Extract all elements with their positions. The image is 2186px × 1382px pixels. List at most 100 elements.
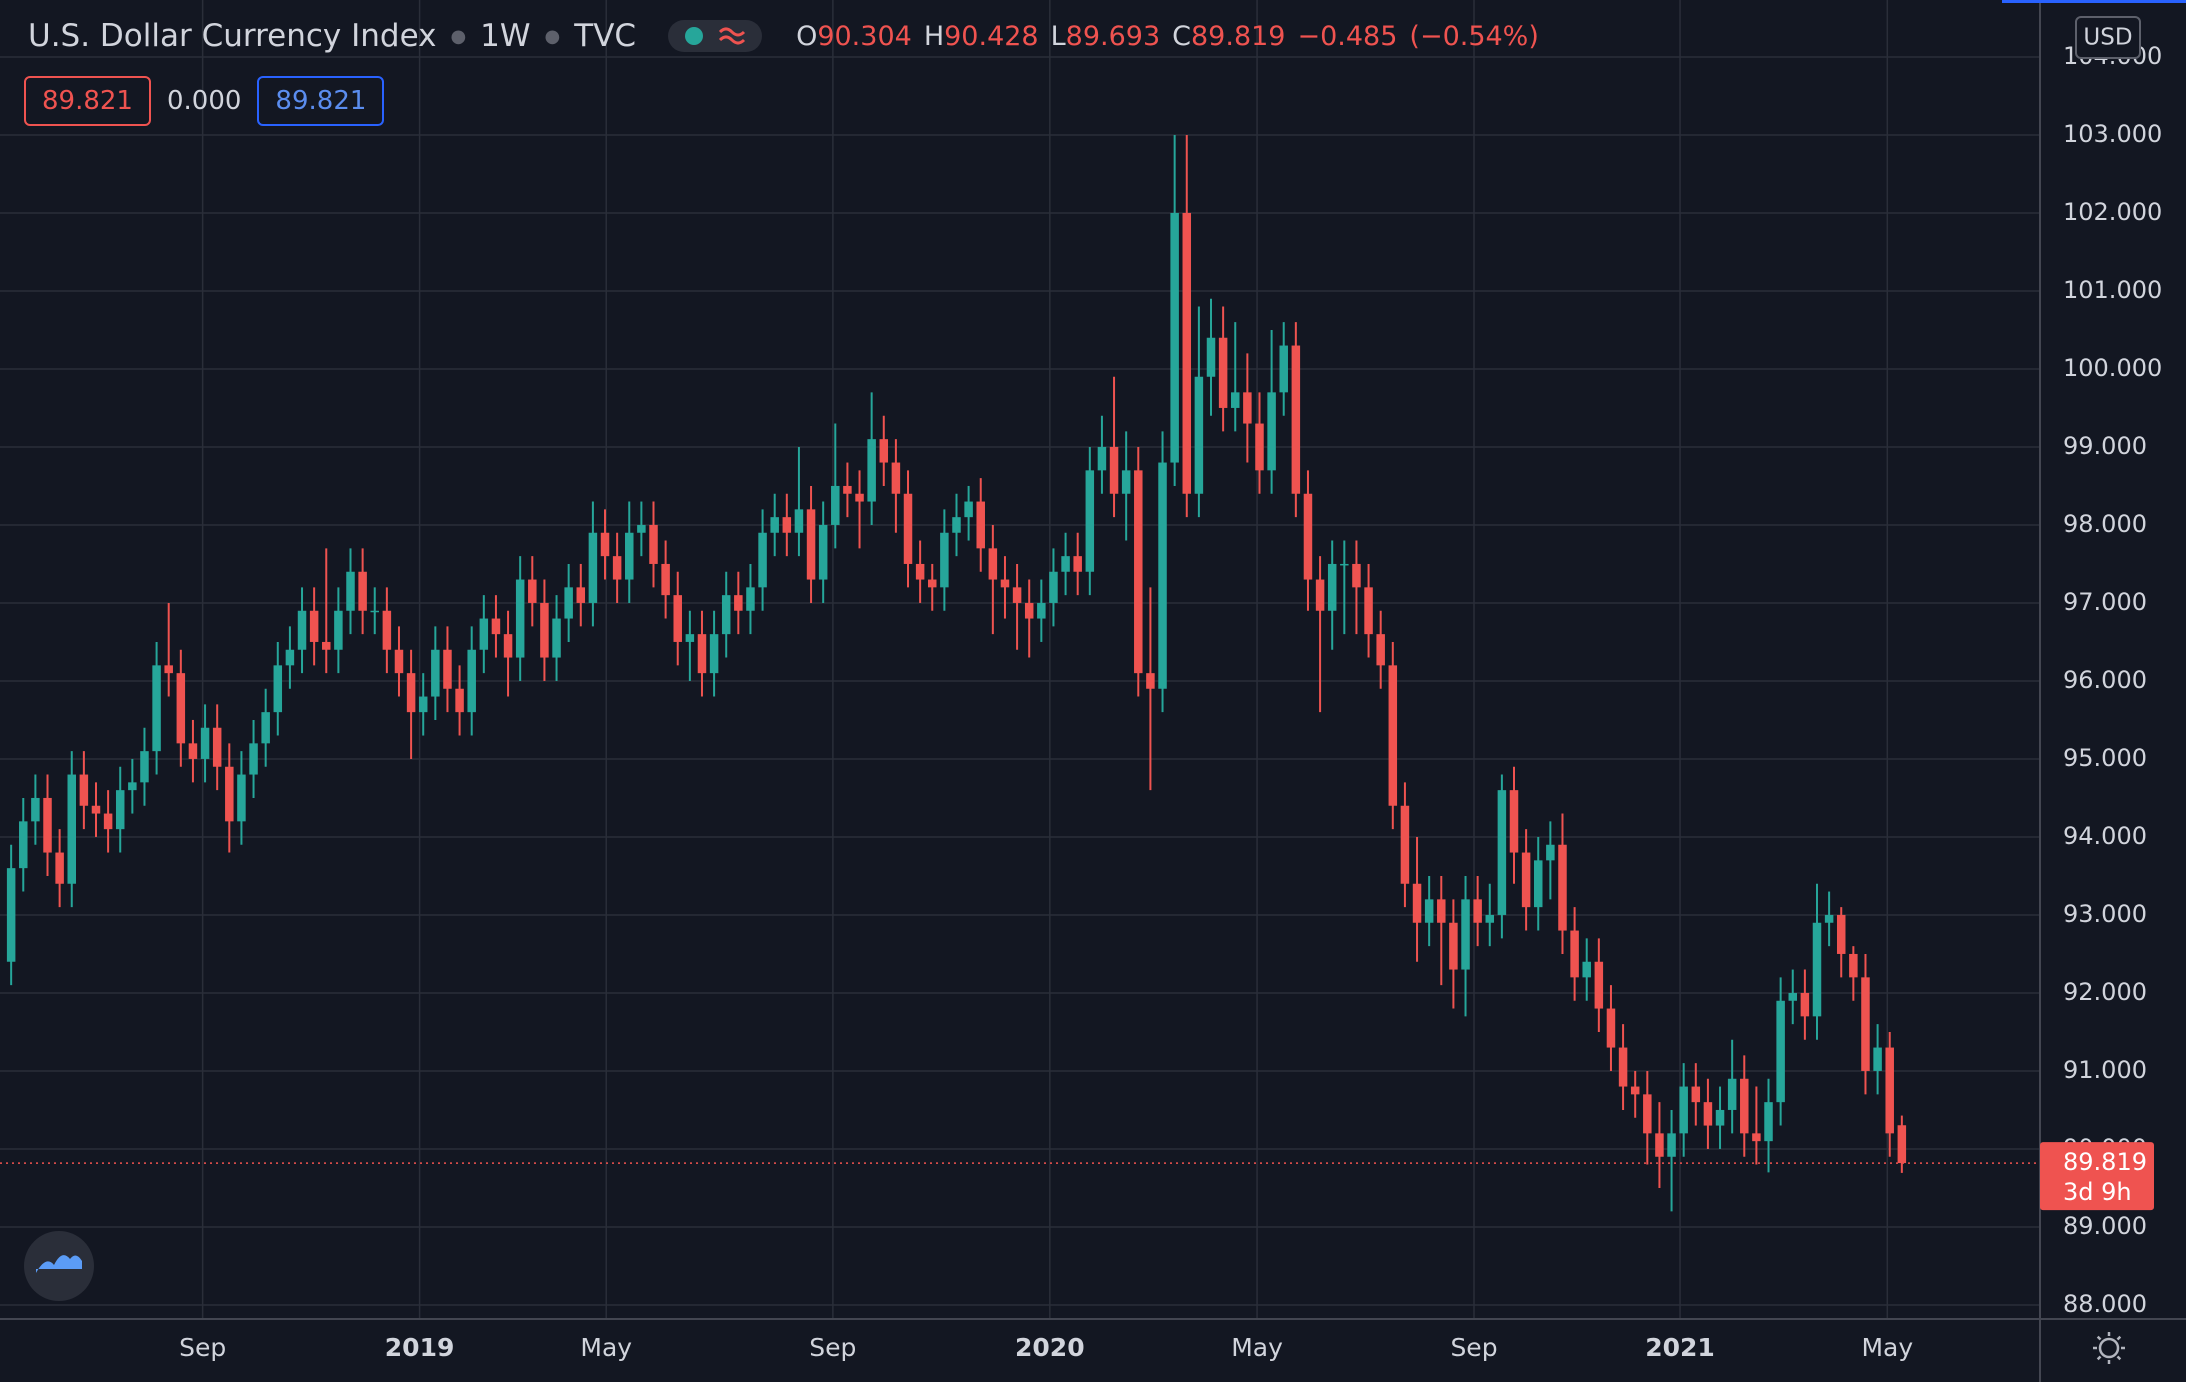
candle-body [1594, 961, 1604, 1009]
candle-body [1146, 673, 1155, 689]
candle-body [1800, 992, 1810, 1017]
candle-body [1352, 563, 1361, 588]
candle-body [382, 610, 392, 650]
candle-body [879, 439, 889, 463]
candle-body [746, 587, 755, 611]
candle-body [831, 485, 840, 525]
candle-body [1824, 914, 1834, 923]
candle-body [455, 688, 464, 713]
ohlc-value: 90.428 [944, 20, 1039, 52]
indicator-value: 0.000 [166, 86, 242, 116]
candle-body [261, 712, 270, 744]
indicator-row: 89.821 0.000 89.821 [24, 76, 385, 126]
candle-body [55, 852, 64, 884]
candle-body [600, 532, 610, 557]
candle-body [418, 696, 428, 713]
candle-body [649, 524, 658, 564]
candle-body [370, 610, 379, 613]
candle-body [19, 821, 28, 869]
last-price-box [2040, 1142, 2154, 1211]
candle-body [1533, 860, 1543, 908]
y-tick-label: 102.000 [2063, 198, 2162, 226]
chart-header: U.S. Dollar Currency Index ● 1W ● TVC O9… [28, 18, 1539, 54]
candle-body [515, 579, 525, 658]
candle-body [1340, 563, 1349, 566]
candle-body [1085, 470, 1095, 572]
x-tick-label: May [1231, 1333, 1283, 1362]
candle-body [237, 774, 246, 822]
candle-body [1109, 446, 1119, 494]
top-accent [2002, 0, 2186, 3]
candle-body [1024, 602, 1034, 619]
candle-body [685, 634, 695, 642]
last-price-label: 89.819 [2063, 1148, 2147, 1176]
candle-body [1400, 805, 1410, 884]
x-tick-label: 2020 [1015, 1333, 1085, 1362]
candle-body [1412, 883, 1422, 923]
chart-title: U.S. Dollar Currency Index [28, 18, 437, 54]
ohlc-item: O90.304 [796, 21, 912, 52]
ohlc-key: L [1050, 20, 1066, 52]
candle-body [1061, 556, 1070, 572]
candle-body [903, 493, 913, 564]
candle-body [140, 751, 149, 783]
candle-body [564, 587, 573, 619]
candle-body [1836, 914, 1846, 954]
settings-icon [2098, 1337, 2120, 1359]
candle-body [1000, 579, 1010, 588]
wave-icon [719, 27, 746, 45]
candle-body [1703, 1102, 1713, 1126]
candle-body [1037, 602, 1046, 619]
candle-body [1097, 446, 1107, 471]
candle-body [334, 610, 343, 650]
candle-body [952, 517, 961, 533]
interval[interactable]: 1W [480, 18, 531, 54]
candle-body [1255, 423, 1264, 471]
candle-body [79, 774, 89, 806]
candle-body [406, 673, 416, 713]
change: −0.485 [1297, 20, 1398, 52]
candle-body [1437, 899, 1446, 923]
y-tick-label: 93.000 [2063, 900, 2147, 928]
candle-body [358, 571, 367, 611]
settings-ray [2096, 1335, 2102, 1341]
ohlc-item: C89.819 [1172, 21, 1285, 52]
candle-body [1424, 899, 1434, 923]
candle-body [1485, 914, 1495, 923]
settings-ray [2096, 1355, 2102, 1361]
candle-body [891, 462, 901, 494]
candle-body [855, 493, 864, 502]
status-pill[interactable] [668, 20, 763, 52]
candle-body [1121, 470, 1131, 494]
candle-body [31, 797, 40, 822]
candle-body [152, 665, 161, 752]
candle-body [661, 563, 670, 596]
indicator-value: 89.821 [24, 76, 151, 126]
candle-body [1049, 571, 1058, 603]
candle-body [1582, 961, 1591, 978]
candle-body [164, 665, 173, 674]
candle-body [1012, 587, 1022, 603]
candle-body [1558, 844, 1567, 931]
candle-body [1740, 1078, 1749, 1134]
currency-label: USD [2083, 25, 2132, 51]
candle-body [1194, 376, 1204, 494]
y-tick-label: 95.000 [2063, 744, 2147, 772]
candle-body [867, 439, 876, 502]
candle-body [988, 548, 998, 580]
candle-body [1679, 1086, 1688, 1134]
candle-body [528, 579, 537, 603]
y-tick-label: 103.000 [2063, 120, 2162, 148]
x-tick-label: Sep [809, 1333, 856, 1362]
candle-body [734, 595, 743, 611]
candle-body [625, 532, 634, 580]
candle-body [1861, 977, 1870, 1071]
y-tick-label: 98.000 [2063, 510, 2147, 538]
candle-body [273, 665, 283, 713]
candle-body [1606, 1008, 1616, 1048]
candle-body [1473, 899, 1482, 923]
candle-body [976, 501, 985, 549]
candle-body [1291, 345, 1301, 494]
